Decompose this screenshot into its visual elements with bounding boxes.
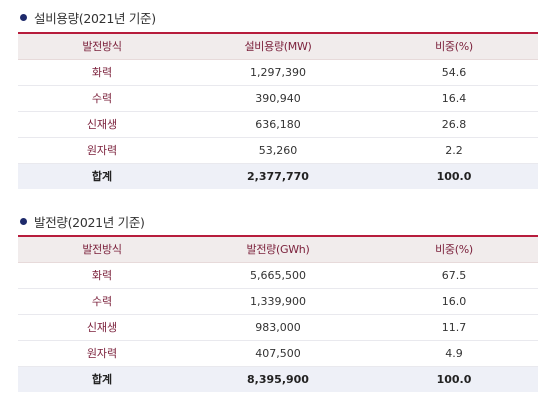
generation-header-row: 발전방식 발전량(GWh) 비중(%) (18, 235, 538, 263)
column-header-method: 발전방식 (18, 235, 186, 263)
cell-value: 407,500 (186, 340, 370, 367)
cell-method: 화력 (18, 262, 186, 289)
cell-value: 636,180 (186, 111, 370, 138)
cell-method: 신재생 (18, 111, 186, 138)
bullet-icon (20, 14, 27, 21)
cell-method: 신재생 (18, 314, 186, 341)
capacity-table: 발전방식 설비용량(MW) 비중(%) 화력 1,297,390 54.6 수력… (18, 32, 538, 189)
bullet-icon (20, 218, 27, 225)
generation-section-title: 발전량(2021년 기준) (20, 212, 145, 231)
cell-total-share: 100.0 (436, 169, 472, 183)
table-row: 신재생 636,180 26.8 (18, 111, 538, 138)
cell-total-label: 합계 (91, 170, 113, 184)
cell-share: 16.4 (370, 85, 538, 112)
cell-value: 5,665,500 (186, 262, 370, 289)
cell-share: 4.9 (370, 340, 538, 367)
table-row: 화력 1,297,390 54.6 (18, 59, 538, 86)
cell-method: 화력 (18, 59, 186, 86)
column-header-share: 비중(%) (370, 32, 538, 60)
table-row: 화력 5,665,500 67.5 (18, 262, 538, 289)
generation-title-text: 발전량(2021년 기준) (34, 215, 145, 230)
cell-share: 26.8 (370, 111, 538, 138)
cell-value: 1,297,390 (186, 59, 370, 86)
cell-total-value: 2,377,770 (247, 169, 309, 183)
table-row: 원자력 407,500 4.9 (18, 340, 538, 367)
cell-method: 원자력 (18, 137, 186, 164)
cell-total-share: 100.0 (436, 372, 472, 386)
cell-method: 수력 (18, 288, 186, 315)
cell-value: 390,940 (186, 85, 370, 112)
cell-value: 983,000 (186, 314, 370, 341)
cell-value: 53,260 (186, 137, 370, 164)
capacity-title-text: 설비용량(2021년 기준) (34, 11, 156, 26)
total-row: 합계 2,377,770 100.0 (18, 163, 538, 189)
capacity-header-row: 발전방식 설비용량(MW) 비중(%) (18, 32, 538, 60)
column-header-generation: 발전량(GWh) (186, 235, 370, 263)
cell-share: 67.5 (370, 262, 538, 289)
table-row: 수력 390,940 16.4 (18, 85, 538, 112)
cell-total-label: 합계 (91, 373, 113, 387)
column-header-share: 비중(%) (370, 235, 538, 263)
total-row: 합계 8,395,900 100.0 (18, 366, 538, 392)
cell-share: 11.7 (370, 314, 538, 341)
cell-method: 수력 (18, 85, 186, 112)
cell-total-value: 8,395,900 (247, 372, 309, 386)
cell-share: 54.6 (370, 59, 538, 86)
table-row: 수력 1,339,900 16.0 (18, 288, 538, 315)
table-row: 원자력 53,260 2.2 (18, 137, 538, 164)
cell-share: 16.0 (370, 288, 538, 315)
cell-value: 1,339,900 (186, 288, 370, 315)
cell-share: 2.2 (370, 137, 538, 164)
generation-table: 발전방식 발전량(GWh) 비중(%) 화력 5,665,500 67.5 수력… (18, 235, 538, 392)
capacity-section-title: 설비용량(2021년 기준) (20, 8, 156, 27)
column-header-capacity: 설비용량(MW) (186, 32, 370, 60)
cell-method: 원자력 (18, 340, 186, 367)
column-header-method: 발전방식 (18, 32, 186, 60)
table-row: 신재생 983,000 11.7 (18, 314, 538, 341)
